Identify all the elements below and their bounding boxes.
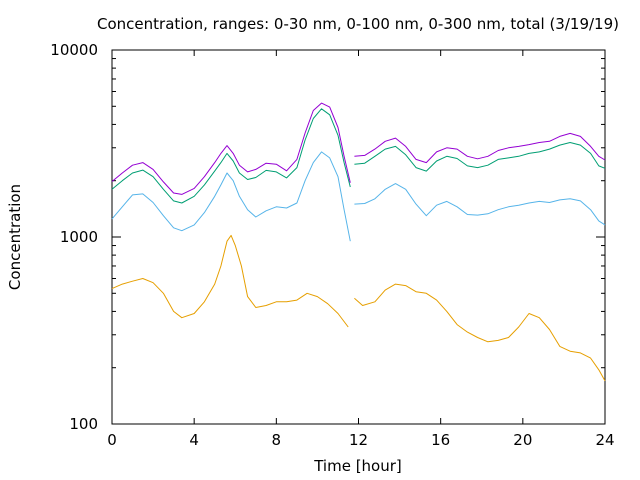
x-tick-label: 4: [189, 431, 199, 449]
y-minor-ticks: [112, 58, 605, 369]
x-axis-label: Time [hour]: [313, 457, 402, 475]
x-tick-label: 12: [349, 431, 368, 449]
series-0-line-segment-0: [111, 234, 349, 328]
x-tick-label: 0: [107, 431, 117, 449]
chart-title: Concentration, ranges: 0-30 nm, 0-100 nm…: [97, 15, 619, 33]
y-axis-label: Concentration: [6, 184, 24, 290]
series-2-line-segment-1: [354, 142, 606, 172]
series-layer: [111, 102, 606, 382]
x-axis: 0 4 8 12 16 20 24: [107, 50, 615, 449]
x-tick-label: 24: [595, 431, 614, 449]
y-axis: 100 1000 10000: [50, 41, 605, 433]
series-3-line-segment-1: [354, 132, 606, 164]
series-1-line-segment-1: [354, 183, 606, 226]
series-3-line-segment-0: [111, 102, 351, 195]
x-tick-label: 20: [513, 431, 532, 449]
y-tick-label: 1000: [60, 228, 98, 246]
x-tick-label: 8: [272, 431, 282, 449]
y-tick-label: 100: [69, 415, 98, 433]
y-tick-label: 10000: [50, 41, 98, 59]
series-1-line-segment-0: [111, 151, 351, 242]
series-2-line-segment-0: [111, 108, 351, 204]
plot-frame: [111, 49, 606, 425]
series-0-line-segment-1: [354, 283, 606, 382]
x-tick-label: 16: [431, 431, 450, 449]
